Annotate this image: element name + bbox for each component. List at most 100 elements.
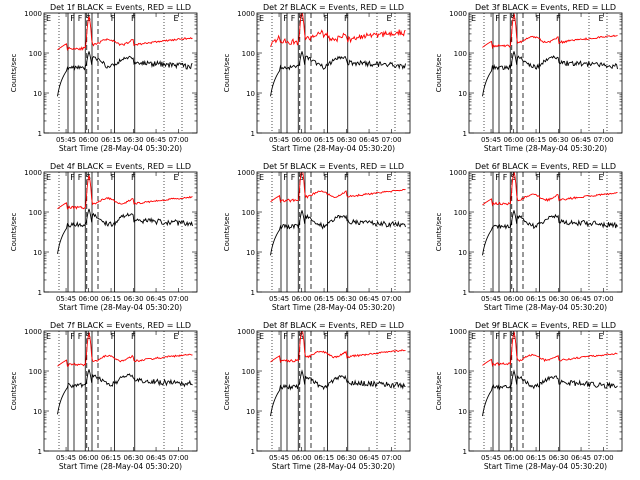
interval-marker-label: F <box>495 332 500 341</box>
x-tick-label: 07:00 <box>593 295 613 303</box>
y-tick-label: 1000 <box>24 10 42 18</box>
x-tick-label: 06:15 <box>314 454 334 462</box>
x-tick-label: 06:30 <box>548 454 568 462</box>
y-axis-label: Counts/sec <box>435 372 443 411</box>
y-tick-label: 10 <box>246 408 255 416</box>
x-axis-label: Start Time (28-May-04 05:30:20) <box>59 144 182 153</box>
x-axis-label: Start Time (28-May-04 05:30:20) <box>484 462 607 471</box>
interval-marker-label: F <box>503 332 508 341</box>
x-tick-label: 05:45 <box>269 454 289 462</box>
y-tick-label: 10 <box>246 90 255 98</box>
x-tick-label: 05:45 <box>269 136 289 144</box>
y-tick-label: 1 <box>463 130 467 138</box>
x-tick-label: 05:45 <box>56 295 76 303</box>
x-tick-label: 05:45 <box>56 454 76 462</box>
interval-marker-label: F <box>536 173 541 182</box>
interval-marker-label: E <box>598 14 603 23</box>
interval-marker-label: E <box>386 173 391 182</box>
interval-marker-label: F <box>536 14 541 23</box>
events-series-line <box>482 210 618 256</box>
x-tick-label: 06:00 <box>78 454 98 462</box>
y-tick-label: 1 <box>38 289 42 297</box>
interval-marker-label: F <box>283 14 288 23</box>
chart-title: Det 9f BLACK = Events, RED = LLD <box>475 321 616 330</box>
y-tick-label: 100 <box>454 50 467 58</box>
x-tick-label: 05:45 <box>56 136 76 144</box>
interval-marker-label: F <box>495 14 500 23</box>
y-tick-label: 100 <box>242 209 255 217</box>
x-tick-label: 06:00 <box>78 136 98 144</box>
x-tick-label: 06:30 <box>123 295 143 303</box>
y-tick-label: 10 <box>33 249 42 257</box>
lld-series-line <box>57 332 193 367</box>
lld-series-line <box>57 15 193 51</box>
lld-series-line <box>270 331 406 364</box>
lld-series-line <box>482 172 618 207</box>
y-axis-label: Counts/sec <box>435 54 443 93</box>
plot-frame <box>256 12 411 134</box>
events-series-line <box>57 369 193 415</box>
y-tick-label: 10 <box>458 249 467 257</box>
interval-marker-label: E <box>46 14 51 23</box>
plot-frame <box>256 171 411 293</box>
x-tick-label: 06:00 <box>291 136 311 144</box>
x-tick-label: 06:45 <box>359 454 379 462</box>
x-tick-label: 06:15 <box>526 454 546 462</box>
x-tick-label: 06:30 <box>123 136 143 144</box>
interval-marker-label: F <box>111 14 116 23</box>
x-tick-label: 07:00 <box>168 136 188 144</box>
x-tick-label: 07:00 <box>593 136 613 144</box>
interval-marker-label: E <box>259 332 264 341</box>
chart-title: Det 5f BLACK = Events, RED = LLD <box>263 162 404 171</box>
y-tick-label: 1000 <box>237 10 255 18</box>
y-tick-label: 10 <box>458 90 467 98</box>
interval-marker-label: F <box>291 14 296 23</box>
y-axis-label: Counts/sec <box>10 213 18 252</box>
interval-marker-label: F <box>78 173 83 182</box>
interval-marker-label: E <box>386 14 391 23</box>
x-tick-label: 05:45 <box>481 136 501 144</box>
interval-marker-label: F <box>324 332 329 341</box>
y-axis-label: Counts/sec <box>10 54 18 93</box>
x-tick-label: 06:15 <box>314 295 334 303</box>
events-series-line <box>270 51 406 97</box>
interval-marker-label: E <box>46 173 51 182</box>
events-series-line <box>57 51 193 97</box>
x-axis-label: Start Time (28-May-04 05:30:20) <box>272 303 395 312</box>
interval-marker-label: F <box>131 332 136 341</box>
x-tick-label: 06:00 <box>291 295 311 303</box>
y-tick-label: 1 <box>251 130 255 138</box>
chart-title: Det 8f BLACK = Events, RED = LLD <box>263 321 404 330</box>
x-tick-label: 06:15 <box>526 295 546 303</box>
x-tick-label: 07:00 <box>381 295 401 303</box>
interval-marker-label: F <box>78 332 83 341</box>
interval-marker-label: F <box>283 173 288 182</box>
lld-series-line <box>57 174 193 210</box>
x-tick-label: 05:45 <box>269 295 289 303</box>
y-tick-label: 1 <box>251 448 255 456</box>
x-tick-label: 06:30 <box>336 136 356 144</box>
events-series-line <box>270 369 406 417</box>
interval-marker-label: E <box>471 332 476 341</box>
interval-marker-label: F <box>324 14 329 23</box>
x-axis-label: Start Time (28-May-04 05:30:20) <box>484 144 607 153</box>
y-tick-label: 10 <box>33 408 42 416</box>
y-axis-label: Counts/sec <box>223 213 231 252</box>
y-axis-label: Counts/sec <box>10 372 18 411</box>
interval-marker-label: F <box>503 173 508 182</box>
plot-frame <box>43 171 198 293</box>
interval-marker-label: F <box>70 14 75 23</box>
chart-title: Det 6f BLACK = Events, RED = LLD <box>475 162 616 171</box>
y-tick-label: 1000 <box>237 328 255 336</box>
x-tick-label: 06:00 <box>291 454 311 462</box>
y-tick-label: 1000 <box>449 169 467 177</box>
interval-marker-label: S <box>299 173 304 182</box>
x-axis-label: Start Time (28-May-04 05:30:20) <box>484 303 607 312</box>
events-series-line <box>482 51 618 97</box>
x-tick-label: 06:45 <box>359 136 379 144</box>
interval-marker-label: F <box>131 173 136 182</box>
